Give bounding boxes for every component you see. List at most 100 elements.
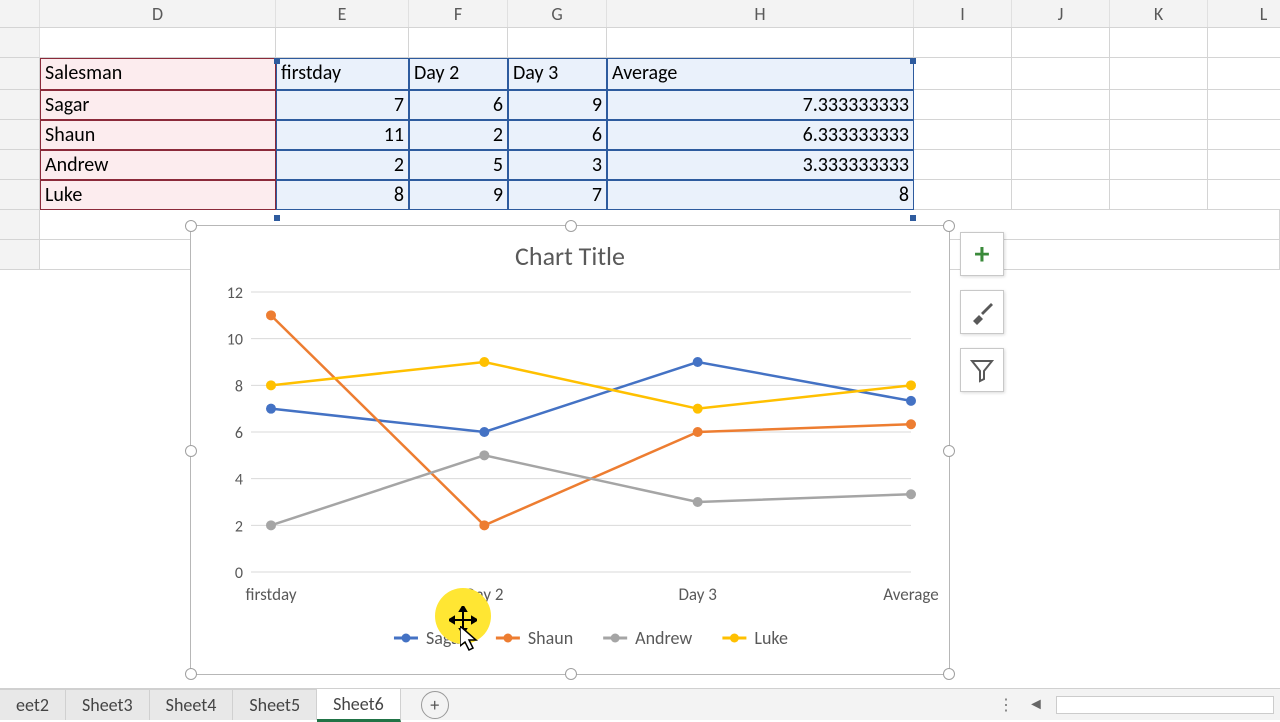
chart-resize-handle[interactable] xyxy=(565,668,577,680)
col-header-l[interactable]: L xyxy=(1208,0,1280,27)
horizontal-scrollbar[interactable] xyxy=(1056,696,1274,714)
cell-name[interactable]: Andrew xyxy=(40,150,276,180)
empty-cell[interactable] xyxy=(914,120,1012,150)
row-number[interactable] xyxy=(0,150,40,180)
scroll-left-icon[interactable]: ◄ xyxy=(1022,695,1050,714)
empty-cell[interactable] xyxy=(914,90,1012,120)
cell-val[interactable]: 3 xyxy=(508,150,607,180)
chart-resize-handle[interactable] xyxy=(185,445,197,457)
row-number[interactable] xyxy=(0,240,40,270)
empty-cell[interactable] xyxy=(914,28,1012,58)
empty-cell[interactable] xyxy=(1110,120,1208,150)
row-number[interactable] xyxy=(0,120,40,150)
empty-cell[interactable] xyxy=(1012,90,1110,120)
empty-cell[interactable] xyxy=(1110,58,1208,90)
col-header-g[interactable]: G xyxy=(508,0,607,27)
empty-cell[interactable] xyxy=(1012,28,1110,58)
chart-resize-handle[interactable] xyxy=(185,220,197,232)
sheet-tab[interactable]: Sheet4 xyxy=(150,689,234,720)
sheet-tab[interactable]: eet2 xyxy=(0,689,66,720)
chart-resize-handle[interactable] xyxy=(943,220,955,232)
empty-cell[interactable] xyxy=(914,180,1012,210)
col-header-h[interactable]: H xyxy=(607,0,914,27)
cell-val[interactable]: 7 xyxy=(276,90,409,120)
range-handle[interactable] xyxy=(910,58,916,64)
chart-title[interactable]: Chart Title xyxy=(191,240,949,272)
empty-cell[interactable] xyxy=(1110,90,1208,120)
table-header-day2[interactable]: Day 2 xyxy=(409,58,508,90)
table-header-average[interactable]: Average xyxy=(607,58,914,90)
col-header-k[interactable]: K xyxy=(1110,0,1208,27)
table-header-day3[interactable]: Day 3 xyxy=(508,58,607,90)
empty-cell[interactable] xyxy=(914,150,1012,180)
empty-cell[interactable] xyxy=(1110,150,1208,180)
cell-val[interactable]: 11 xyxy=(276,120,409,150)
col-header-j[interactable]: J xyxy=(1012,0,1110,27)
cell-avg[interactable]: 6.333333333 xyxy=(607,120,914,150)
chart-resize-handle[interactable] xyxy=(565,220,577,232)
range-handle[interactable] xyxy=(910,215,916,221)
empty-cell[interactable] xyxy=(1208,90,1280,120)
chart-elements-button[interactable]: + xyxy=(960,232,1004,276)
empty-cell[interactable] xyxy=(1012,150,1110,180)
chart-resize-handle[interactable] xyxy=(185,668,197,680)
sheet-tab[interactable]: Sheet3 xyxy=(66,689,150,720)
range-handle[interactable] xyxy=(274,215,280,221)
chart-resize-handle[interactable] xyxy=(943,668,955,680)
cell-name[interactable]: Luke xyxy=(40,180,276,210)
chart-resize-handle[interactable] xyxy=(943,445,955,457)
empty-cell[interactable] xyxy=(1208,120,1280,150)
chart-styles-button[interactable] xyxy=(960,290,1004,334)
chart-object[interactable]: Chart Title 024681012 firstdayDay 2Day 3… xyxy=(190,225,950,675)
empty-cell[interactable] xyxy=(1012,120,1110,150)
col-header-i[interactable]: I xyxy=(914,0,1012,27)
cell-val[interactable]: 6 xyxy=(409,90,508,120)
cell-val[interactable]: 9 xyxy=(508,90,607,120)
empty-cell[interactable] xyxy=(409,28,508,58)
row-number[interactable] xyxy=(0,28,40,58)
cell-name[interactable]: Sagar xyxy=(40,90,276,120)
empty-cell[interactable] xyxy=(276,28,409,58)
empty-cell[interactable] xyxy=(1208,180,1280,210)
table-row[interactable]: Andrew 2 5 3 3.333333333 xyxy=(0,150,1280,180)
range-handle[interactable] xyxy=(274,58,280,64)
add-sheet-button[interactable]: + xyxy=(421,691,449,719)
empty-cell[interactable] xyxy=(1110,28,1208,58)
cell-avg[interactable]: 8 xyxy=(607,180,914,210)
tab-scroll-dots-icon[interactable]: ⋮ xyxy=(990,695,1022,715)
cell-name[interactable]: Shaun xyxy=(40,120,276,150)
row-number[interactable] xyxy=(0,180,40,210)
chart-filter-button[interactable] xyxy=(960,348,1004,392)
table-header-salesman[interactable]: Salesman xyxy=(40,58,276,90)
empty-cell[interactable] xyxy=(1208,28,1280,58)
cell-avg[interactable]: 7.333333333 xyxy=(607,90,914,120)
empty-cell[interactable] xyxy=(1012,180,1110,210)
sheet-tab-active[interactable]: Sheet6 xyxy=(317,688,401,722)
empty-cell[interactable] xyxy=(1110,180,1208,210)
table-header-firstday[interactable]: firstday xyxy=(276,58,409,90)
row-number[interactable] xyxy=(0,210,40,240)
cell-avg[interactable]: 3.333333333 xyxy=(607,150,914,180)
empty-cell[interactable] xyxy=(607,28,914,58)
col-header-d[interactable]: D xyxy=(40,0,276,27)
table-row[interactable]: Shaun 11 2 6 6.333333333 xyxy=(0,120,1280,150)
chart-plot-area[interactable]: 024681012 firstdayDay 2Day 3Average Saga… xyxy=(191,272,951,672)
cell-val[interactable]: 2 xyxy=(409,120,508,150)
cell-val[interactable]: 8 xyxy=(276,180,409,210)
empty-cell[interactable] xyxy=(1208,150,1280,180)
empty-cell[interactable] xyxy=(40,28,276,58)
col-header-e[interactable]: E xyxy=(276,0,409,27)
cell-val[interactable]: 7 xyxy=(508,180,607,210)
cell-val[interactable]: 5 xyxy=(409,150,508,180)
table-row[interactable]: Sagar 7 6 9 7.333333333 xyxy=(0,90,1280,120)
empty-cell[interactable] xyxy=(1012,58,1110,90)
row-number[interactable] xyxy=(0,90,40,120)
cell-val[interactable]: 9 xyxy=(409,180,508,210)
sheet-tab[interactable]: Sheet5 xyxy=(233,689,317,720)
empty-cell[interactable] xyxy=(1208,58,1280,90)
row-number[interactable] xyxy=(0,58,40,90)
empty-cell[interactable] xyxy=(508,28,607,58)
cell-val[interactable]: 2 xyxy=(276,150,409,180)
col-header-f[interactable]: F xyxy=(409,0,508,27)
cell-val[interactable]: 6 xyxy=(508,120,607,150)
